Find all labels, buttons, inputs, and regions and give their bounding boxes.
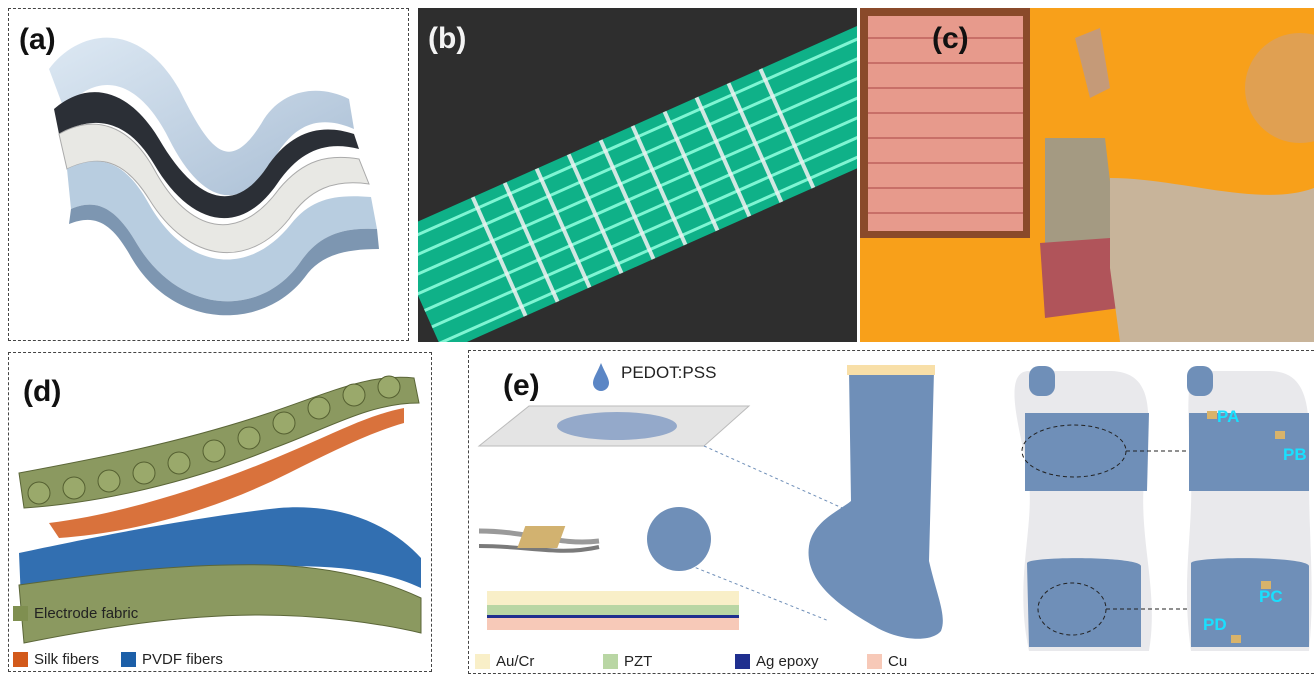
legend-cu-text: Cu <box>888 653 908 670</box>
legend-pzt-text: PZT <box>624 653 653 670</box>
fabric-sensor-3d-illustration <box>18 375 422 644</box>
legend-ag-epoxy-text: Ag epoxy <box>756 653 819 670</box>
sensor-label-pb: PB <box>1283 445 1307 464</box>
panel-e: (e) PEDOT:PSS PA PB PC PD Au/Cr PZT Ag e… <box>468 350 1314 674</box>
smart-sock-illustration <box>477 363 1312 651</box>
panel-e-label: (e) <box>503 369 540 402</box>
droplet-icon <box>593 363 609 391</box>
legend-ag-epoxy: Ag epoxy <box>735 653 819 670</box>
panel-a-label: (a) <box>19 23 56 56</box>
swatch-cu <box>867 654 882 669</box>
panel-b-label: (b) <box>428 22 467 55</box>
legend-pvdf-fibers: PVDF fibers <box>121 651 223 668</box>
sensor-label-pc: PC <box>1259 587 1283 606</box>
legend-silk-fibers: Silk fibers <box>13 651 99 668</box>
wearable-sleeve-photo <box>860 8 1314 342</box>
swatch-electrode-fabric <box>13 606 28 621</box>
panel-b: (b) <box>418 8 857 342</box>
sensor-label-pa: PA <box>1217 407 1240 426</box>
pedot-pss-label: PEDOT:PSS <box>621 363 717 382</box>
swatch-pzt <box>603 654 618 669</box>
panel-d: (d) Electrode fabric Silk fibers PVDF fi… <box>8 352 432 672</box>
legend-cu: Cu <box>867 653 907 670</box>
swatch-pvdf-fibers <box>121 652 136 667</box>
legend-au-cr-text: Au/Cr <box>496 653 535 670</box>
panel-d-label: (d) <box>23 375 62 408</box>
legend-pzt: PZT <box>603 653 652 670</box>
sensor-label-pd: PD <box>1203 615 1227 634</box>
panel-c: (c) <box>860 8 1314 342</box>
panel-c-label: (c) <box>932 22 969 55</box>
legend-au-cr: Au/Cr <box>475 653 534 670</box>
green-fiber-photo <box>418 8 857 342</box>
legend-electrode-fabric-text: Electrode fabric <box>34 605 139 622</box>
swatch-silk-fibers <box>13 652 28 667</box>
layered-fabric-illustration <box>49 37 379 316</box>
legend-silk-fibers-text: Silk fibers <box>34 651 100 668</box>
swatch-ag-epoxy <box>735 654 750 669</box>
swatch-au-cr <box>475 654 490 669</box>
panel-a: (a) <box>8 8 409 341</box>
legend-electrode-fabric: Electrode fabric <box>13 605 138 622</box>
legend-pvdf-fibers-text: PVDF fibers <box>142 651 223 668</box>
